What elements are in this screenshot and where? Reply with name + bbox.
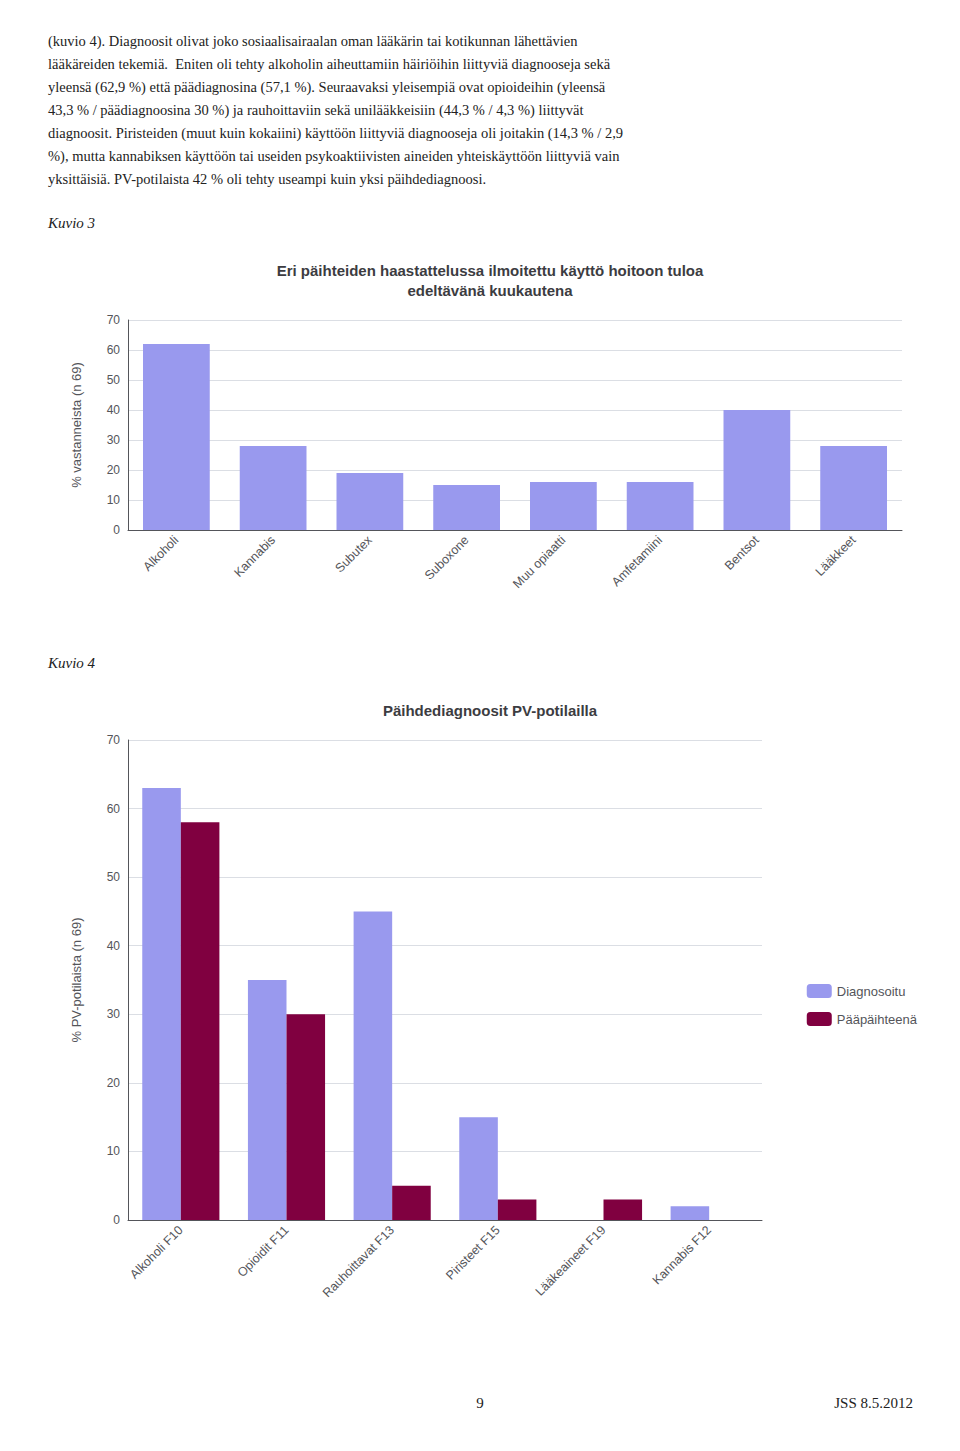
svg-text:20: 20 bbox=[107, 1076, 121, 1090]
svg-text:Rauhoittavat F13: Rauhoittavat F13 bbox=[320, 1223, 397, 1300]
svg-text:20: 20 bbox=[107, 463, 121, 477]
svg-text:Opioidit F11: Opioidit F11 bbox=[235, 1223, 292, 1280]
svg-text:Alkoholi F10: Alkoholi F10 bbox=[127, 1223, 186, 1282]
svg-text:50: 50 bbox=[107, 373, 121, 387]
svg-text:70: 70 bbox=[107, 313, 121, 327]
svg-text:40: 40 bbox=[107, 939, 121, 953]
svg-text:Bentsot: Bentsot bbox=[722, 533, 762, 573]
svg-text:Kannabis: Kannabis bbox=[231, 533, 278, 580]
html-text:%), mutta kannabiksen käyttöön: %), mutta kannabiksen käyttöön tai useid… bbox=[48, 148, 620, 164]
svg-text:edeltävänä kuukautena: edeltävänä kuukautena bbox=[407, 282, 573, 299]
svg-text:Päihdediagnoosit PV-potilailla: Päihdediagnoosit PV-potilailla bbox=[383, 702, 598, 719]
svg-text:Kannabis F12: Kannabis F12 bbox=[650, 1223, 714, 1287]
svg-text:Suboxone: Suboxone bbox=[422, 533, 472, 583]
svg-text:Alkoholi: Alkoholi bbox=[141, 533, 182, 574]
html-text:43,3 % / päädiagnoosina 30 %): 43,3 % / päädiagnoosina 30 %) ja rauhoit… bbox=[48, 102, 584, 118]
svg-text:60: 60 bbox=[107, 802, 121, 816]
svg-text:50: 50 bbox=[107, 870, 121, 884]
svg-text:Pääpäihteenä: Pääpäihteenä bbox=[837, 1012, 918, 1027]
svg-text:30: 30 bbox=[107, 1007, 121, 1021]
svg-text:30: 30 bbox=[107, 433, 121, 447]
svg-text:Lääkkeet: Lääkkeet bbox=[813, 533, 859, 579]
svg-text:10: 10 bbox=[107, 1144, 121, 1158]
html-text:(kuvio 4). Diagnoosit olivat j: (kuvio 4). Diagnoosit olivat joko sosiaa… bbox=[48, 33, 578, 49]
html-text:JSS 8.5.2012: JSS 8.5.2012 bbox=[834, 1395, 913, 1411]
svg-text:Muu opiaatti: Muu opiaatti bbox=[510, 533, 568, 591]
svg-text:70: 70 bbox=[107, 733, 121, 747]
svg-text:0: 0 bbox=[113, 1213, 120, 1227]
svg-text:60: 60 bbox=[107, 343, 121, 357]
svg-text:Diagnosoitu: Diagnosoitu bbox=[837, 984, 906, 999]
html-text:Kuvio 4: Kuvio 4 bbox=[48, 655, 96, 671]
svg-text:0: 0 bbox=[113, 523, 120, 537]
html-text:lääkäreiden tekemiä. Eniten ol: lääkäreiden tekemiä. Eniten oli tehty al… bbox=[48, 56, 611, 72]
html-text:Kuvio 3: Kuvio 3 bbox=[48, 215, 96, 231]
svg-text:% vastanneista (n 69): % vastanneista (n 69) bbox=[69, 362, 84, 488]
html-text:9: 9 bbox=[476, 1395, 484, 1411]
html-text:diagnoosit. Piristeiden (muut: diagnoosit. Piristeiden (muut kuin kokai… bbox=[48, 125, 624, 141]
html-text:yksittäisiä. PV-potilaista 42: yksittäisiä. PV-potilaista 42 % oli teht… bbox=[48, 171, 487, 187]
svg-text:Eri päihteiden haastattelussa: Eri päihteiden haastattelussa ilmoitettu… bbox=[277, 262, 704, 279]
svg-text:40: 40 bbox=[107, 403, 121, 417]
svg-text:Piristeet F15: Piristeet F15 bbox=[443, 1223, 502, 1282]
svg-text:% PV-potilaista (n 69): % PV-potilaista (n 69) bbox=[69, 917, 84, 1042]
svg-text:Lääkeaineet F19: Lääkeaineet F19 bbox=[533, 1223, 609, 1299]
svg-text:Amfetamiini: Amfetamiini bbox=[609, 533, 665, 589]
svg-text:10: 10 bbox=[107, 493, 121, 507]
svg-text:Subutex: Subutex bbox=[333, 533, 376, 576]
html-text:yleensä (62,9 %) että päädiagn: yleensä (62,9 %) että päädiagnosina (57,… bbox=[48, 79, 606, 95]
